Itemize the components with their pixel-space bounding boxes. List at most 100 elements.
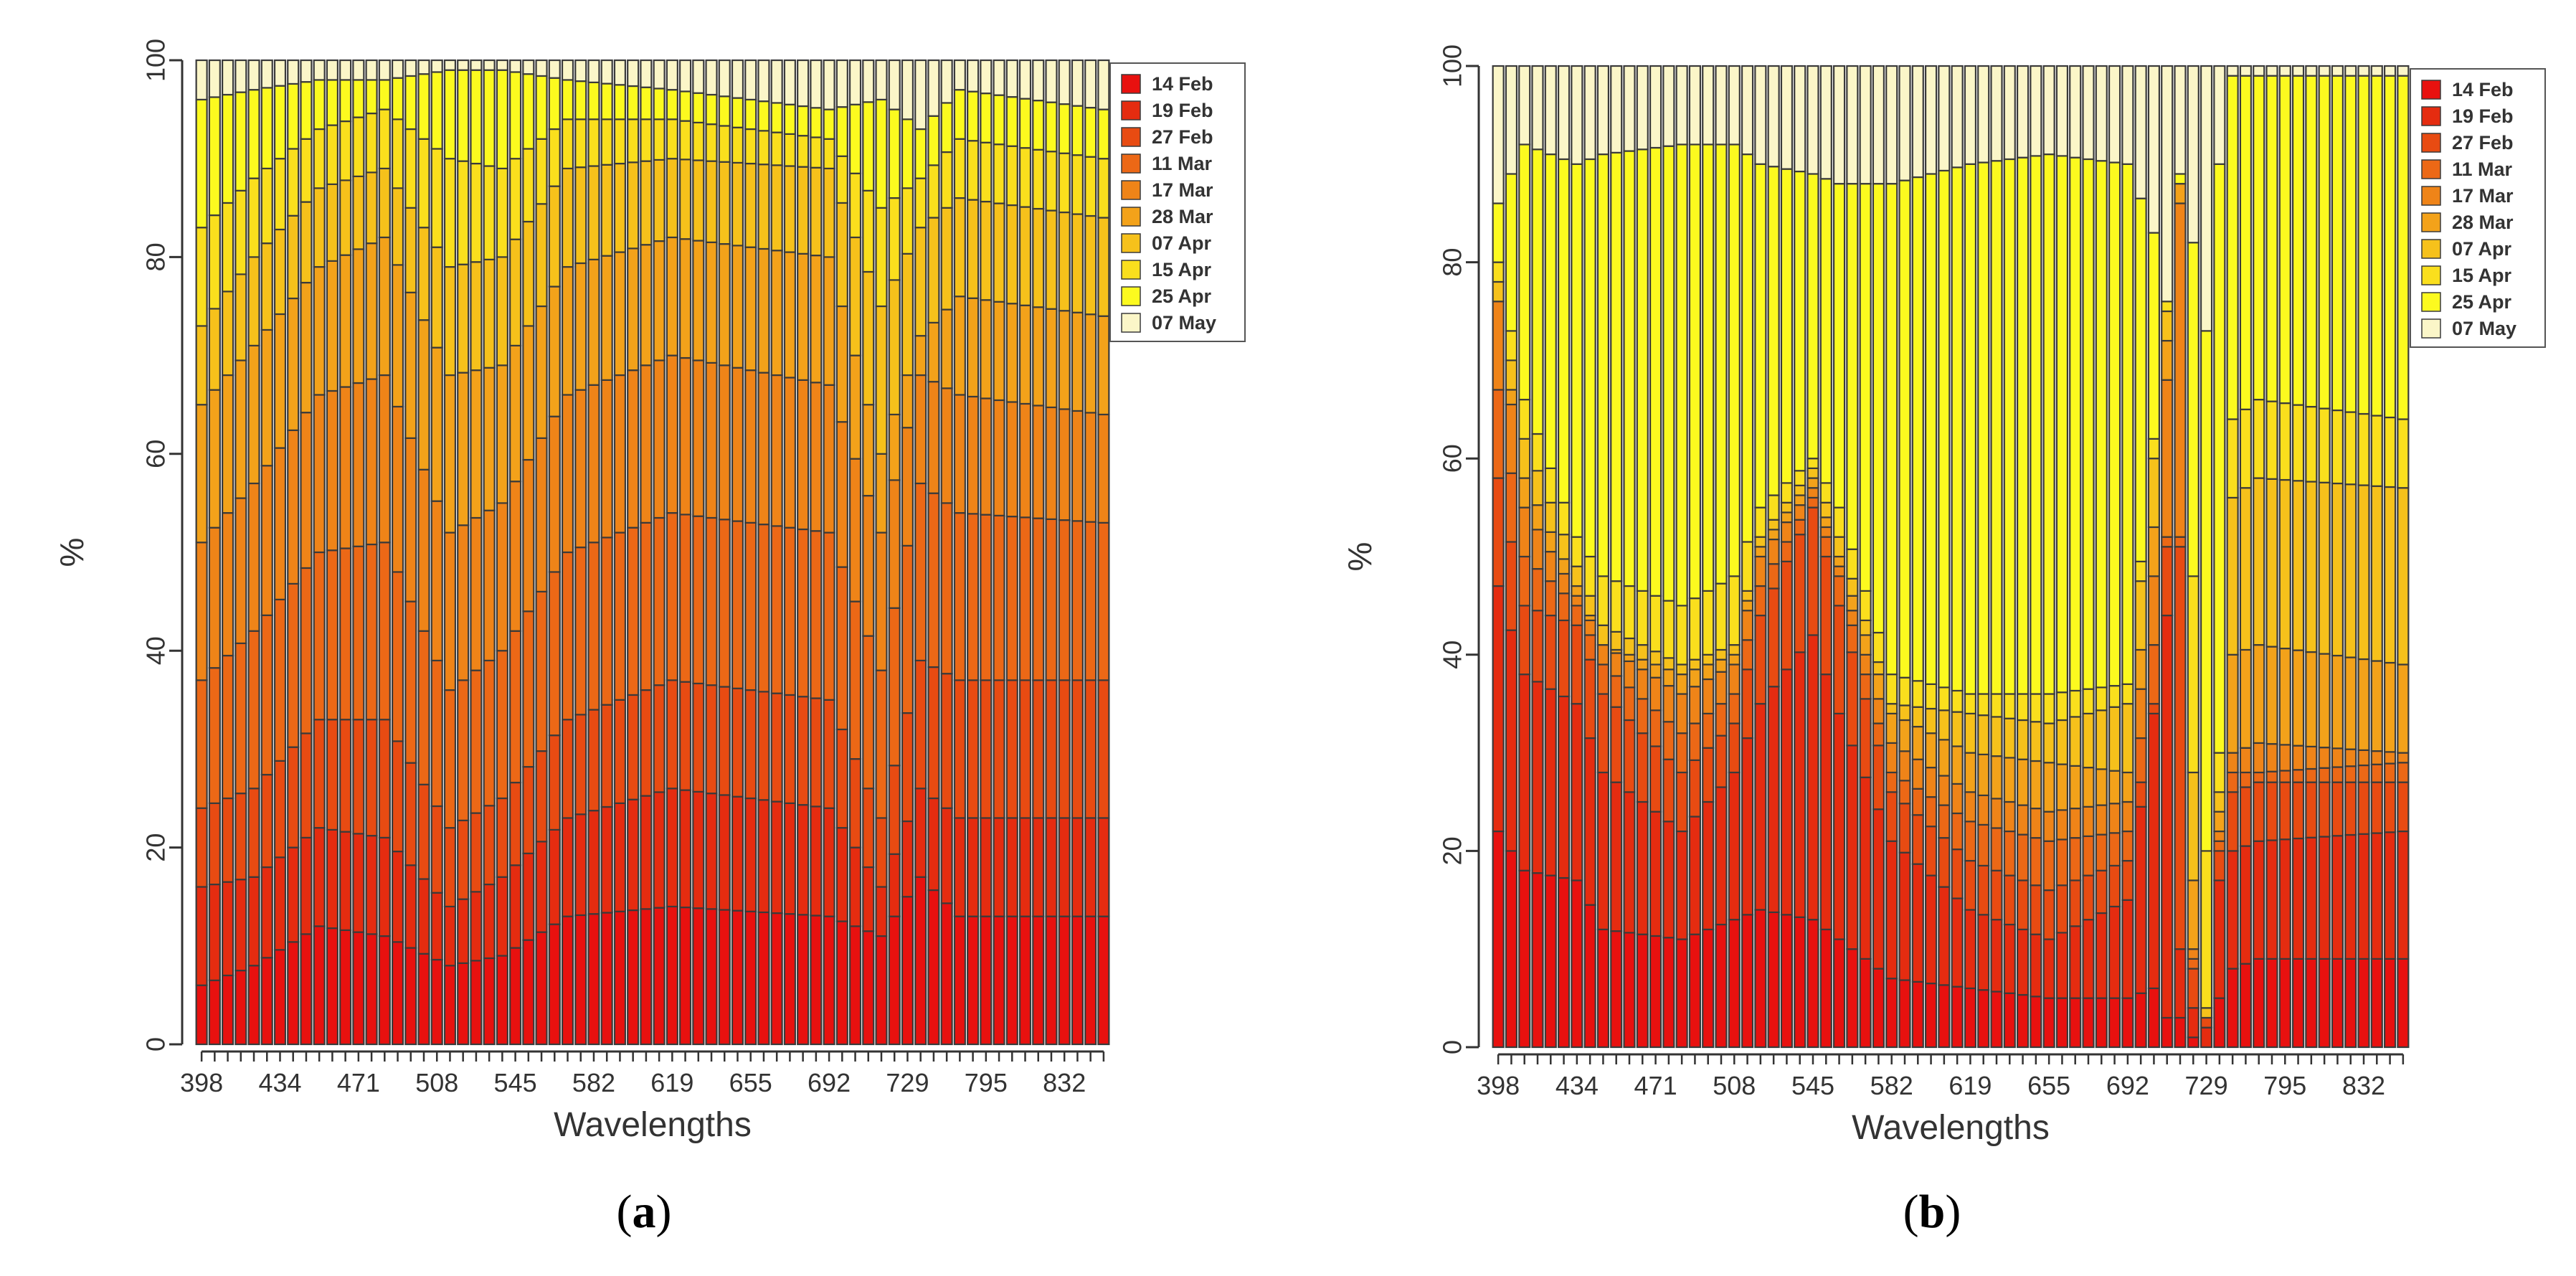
bar-segment [797, 914, 810, 1046]
bar-segment [1071, 410, 1084, 522]
bar-segment [1018, 679, 1032, 819]
bar-segment [1097, 217, 1110, 317]
bar-segment [1662, 668, 1675, 687]
bar-segment [2030, 65, 2042, 157]
bar-segment [522, 458, 535, 613]
bar-segment [1492, 301, 1505, 391]
bar-segment [914, 177, 927, 229]
bar-segment [1649, 676, 1662, 712]
bar-segment [640, 118, 653, 162]
bar-segment [587, 81, 600, 120]
bar-segment [1610, 580, 1623, 633]
bar-segment [1964, 859, 1977, 911]
bar-segment [1846, 183, 1859, 550]
bar-segment [2331, 747, 2344, 768]
bar-segment [2278, 478, 2291, 650]
bar-segment [1675, 938, 1688, 1049]
bar-segment [2291, 480, 2305, 651]
bar-segment [1938, 837, 1951, 888]
bar-segment [313, 59, 326, 81]
bar-segment [2213, 791, 2226, 813]
bar-segment [2199, 1007, 2213, 1019]
bar-segment [1505, 472, 1518, 543]
bar-segment [783, 59, 796, 105]
bar-segment [967, 817, 980, 917]
bar-segment [875, 453, 888, 534]
bar-segment [1045, 406, 1058, 520]
legend-swatch [2421, 80, 2441, 100]
bar-segment [993, 94, 1005, 146]
bar-segment [678, 90, 692, 122]
y-tick-label: 100 [1438, 44, 1467, 88]
bar-segment [731, 59, 744, 99]
bar-segment [1859, 590, 1872, 622]
bar-segment [247, 344, 260, 485]
bar-segment [378, 542, 391, 721]
bar-segment [2134, 992, 2147, 1049]
bar-segment [378, 108, 391, 170]
bar-segment [522, 325, 535, 461]
bar-segment [1662, 600, 1675, 659]
bar-segment [2161, 1016, 2174, 1049]
bar-segment [1518, 438, 1531, 479]
bar-segment [2108, 65, 2121, 164]
bar-segment [2121, 163, 2134, 685]
bar-segment [757, 100, 770, 132]
bar-segment [1058, 915, 1071, 1046]
y-tick-label: 40 [1438, 641, 1467, 669]
bar-segment [1846, 624, 1859, 653]
bar-segment [2305, 781, 2318, 838]
bar-segment [823, 807, 835, 917]
bar-segment [1951, 986, 1964, 1049]
bar-segment [2108, 997, 2121, 1049]
bar-segment [1806, 919, 1819, 1049]
bar-segment [247, 630, 260, 790]
bar-segment [2253, 75, 2265, 401]
bar-segment [2383, 781, 2397, 833]
bar-segment [2265, 770, 2278, 783]
bar-segment [1728, 771, 1741, 921]
bar-segment [548, 828, 561, 925]
bar-segment [509, 158, 522, 240]
bar-segment [953, 817, 966, 917]
bar-segment [1544, 153, 1557, 469]
bar-segment [561, 118, 574, 170]
bar-segment [2370, 763, 2383, 783]
bar-segment [613, 59, 627, 86]
bar-segment [1911, 863, 1924, 983]
bar-segment [2030, 837, 2042, 887]
bar-segment [1675, 732, 1688, 774]
legend-label: 07 Apr [1152, 232, 1212, 254]
bar-segment [1518, 477, 1531, 509]
bar-segment [770, 59, 783, 104]
bar-segment [300, 836, 313, 935]
bar-segment [1032, 59, 1045, 102]
bar-segment [457, 962, 470, 1046]
bar-segment [1741, 639, 1754, 671]
bar-segment [967, 297, 980, 398]
bar-segment [1964, 821, 1977, 862]
bar-segment [1058, 59, 1071, 105]
bar-segment [2108, 832, 2121, 867]
bar-segment [587, 384, 600, 544]
bar-segment [744, 246, 757, 372]
bar-segment [1084, 156, 1097, 217]
bar-segment [587, 810, 600, 915]
bar-segment [2226, 968, 2239, 1049]
legend-label: 28 Mar [2452, 212, 2514, 233]
bar-segment [875, 531, 888, 671]
bar-segment [2161, 379, 2174, 538]
bar-segment [1005, 303, 1018, 403]
bar-segment [222, 881, 235, 977]
bar-segment [744, 369, 757, 524]
bar-segment [1032, 306, 1045, 407]
bar-segment [2030, 884, 2042, 935]
bar-segment [1571, 536, 1583, 567]
bar-segment [823, 59, 835, 110]
bar-segment [640, 86, 653, 120]
bar-segment [1741, 668, 1754, 739]
bar-segment [1596, 575, 1610, 626]
bar-segment [1045, 915, 1058, 1046]
bar-segment [2147, 575, 2161, 646]
bar-segment [1018, 915, 1032, 1046]
